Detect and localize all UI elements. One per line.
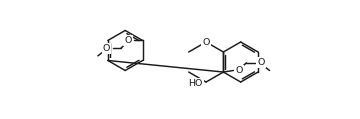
Text: O: O <box>103 44 110 53</box>
Text: O: O <box>202 37 210 47</box>
Text: O: O <box>257 58 265 67</box>
Text: O: O <box>125 36 132 45</box>
Text: O: O <box>236 66 243 75</box>
Text: HO: HO <box>189 79 203 88</box>
